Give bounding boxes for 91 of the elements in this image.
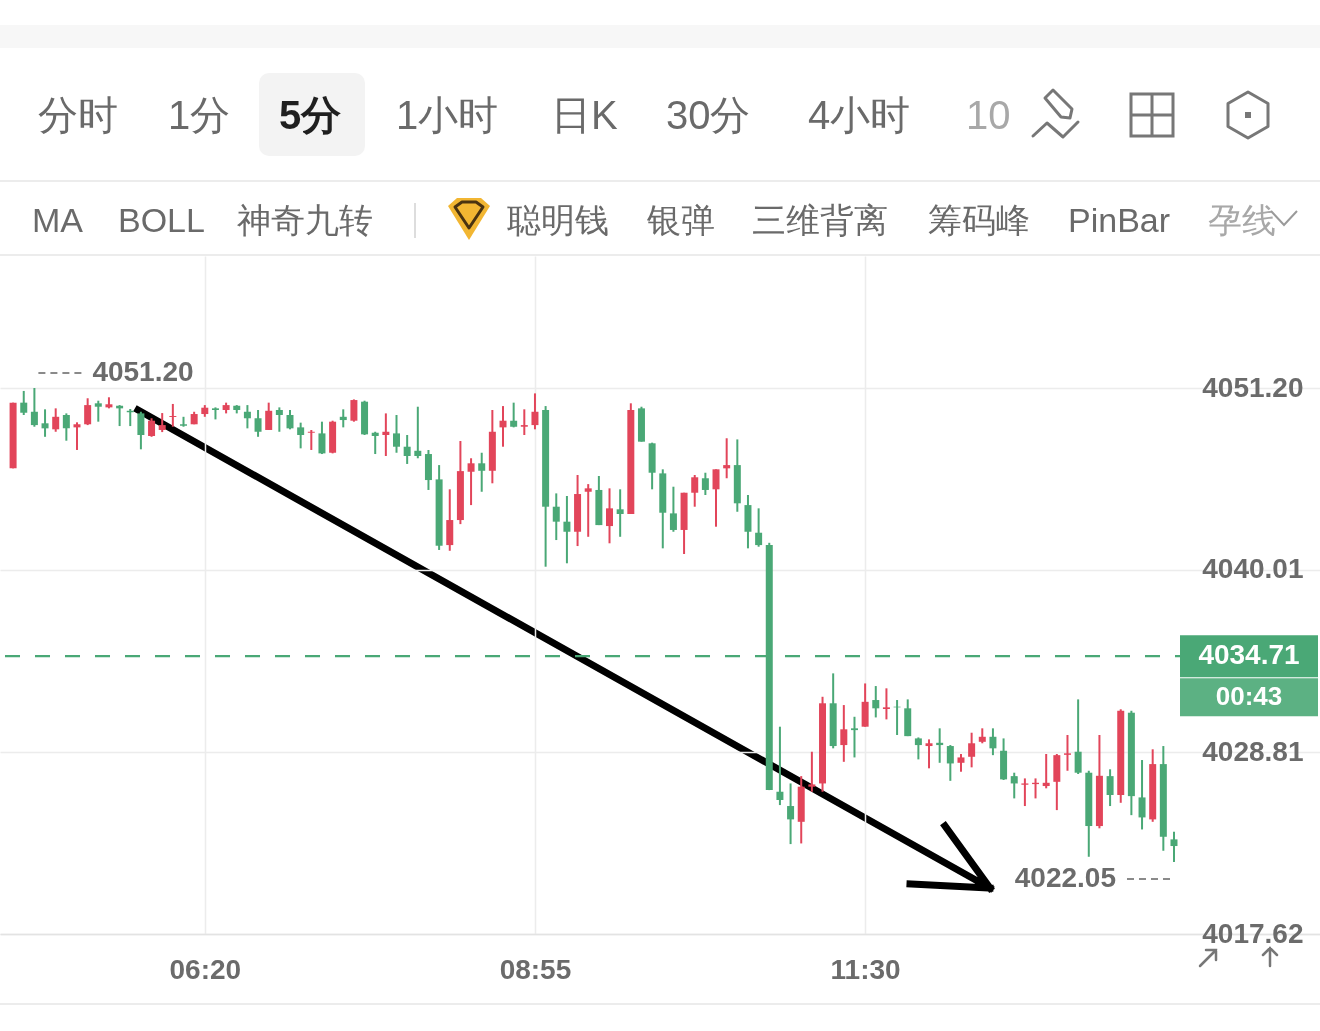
text: 日K [551, 93, 618, 137]
candlestick [840, 704, 848, 763]
text: 分时 [38, 93, 118, 137]
candlestick [403, 434, 411, 465]
text: MA [32, 201, 83, 239]
candlestick [606, 487, 614, 545]
candlestick [243, 404, 251, 430]
candlestick [307, 428, 315, 451]
candlestick [1021, 777, 1029, 808]
candlestick [62, 412, 70, 442]
candlestick [925, 738, 933, 770]
candlestick [382, 412, 390, 457]
text: 聪明钱 [507, 201, 609, 239]
text: 5分 [279, 93, 342, 137]
candlestick [723, 437, 731, 480]
candlestick [414, 405, 422, 460]
candlestick [616, 488, 624, 538]
candlestick [691, 474, 699, 508]
text: BOLL [118, 201, 205, 239]
candlestick [1063, 733, 1071, 772]
candlestick [94, 399, 102, 423]
text: 银弹 [647, 201, 715, 239]
candlestick [669, 485, 677, 533]
candlestick [850, 715, 858, 759]
text: 4小时 [808, 93, 911, 137]
candlestick [1042, 753, 1050, 790]
text: 30分 [666, 93, 751, 137]
candlestick [371, 430, 379, 456]
candlestick [914, 736, 922, 761]
text: 筹码峰 [928, 201, 1030, 239]
y-tick-label: 4017.62 [1202, 917, 1304, 949]
candlestick [787, 782, 795, 846]
candlestick [563, 494, 571, 565]
candlestick [755, 507, 763, 548]
candlestick [84, 397, 92, 427]
candlestick [808, 750, 816, 793]
text: 1分 [168, 93, 231, 137]
candlestick [584, 483, 592, 538]
candlestick [701, 471, 709, 497]
candlestick [169, 402, 177, 428]
candlestick [275, 406, 283, 433]
candlestick [467, 457, 475, 507]
annotation: 4022.05 [1014, 861, 1116, 893]
candlestick [510, 401, 518, 429]
candlestick [148, 417, 156, 438]
y-tick-label: 4028.81 [1202, 735, 1304, 767]
candlestick [20, 389, 28, 417]
candlestick [1106, 768, 1114, 808]
x-tick-label: 11:30 [830, 953, 901, 985]
candlestick [776, 725, 784, 807]
candlestick [872, 685, 880, 719]
candlestick [41, 408, 49, 438]
candlestick [30, 387, 38, 428]
candlestick [393, 414, 400, 454]
candlestick [350, 398, 358, 423]
candlestick [712, 468, 720, 528]
candlestick [254, 408, 262, 438]
candlestick [137, 410, 145, 451]
text: 神奇九转 [237, 201, 373, 239]
x-tick-label: 06:20 [169, 953, 242, 985]
candlestick [1170, 830, 1178, 863]
candlestick [318, 420, 326, 456]
ref-line-label: 4034.71 [1198, 639, 1300, 671]
candlestick [339, 408, 347, 429]
candlestick [989, 727, 997, 757]
text: 孕线 [1208, 201, 1276, 239]
candlestick [946, 744, 954, 782]
candlestick [531, 392, 539, 431]
candlestick [882, 687, 890, 721]
candlestick [1074, 698, 1082, 776]
y-tick-label: 4040.01 [1202, 553, 1304, 585]
candlestick [520, 408, 528, 437]
text: 10 [966, 93, 1011, 137]
y-tick-label: 4051.20 [1202, 371, 1304, 403]
candlestick [265, 401, 273, 431]
text: 三维背离 [752, 201, 888, 239]
candlestick [1010, 771, 1018, 800]
text: 1小时 [396, 93, 499, 137]
candlestick [286, 408, 294, 431]
text: PinBar [1068, 201, 1171, 239]
candlestick [158, 412, 166, 434]
annotation: 4051.20 [92, 356, 194, 388]
x-tick-label: 08:55 [499, 953, 572, 985]
candlestick [297, 421, 305, 450]
candlestick [478, 451, 486, 493]
candlestick [52, 407, 60, 433]
candlestick [552, 492, 560, 542]
candlestick [1138, 759, 1146, 831]
candlestick [968, 731, 976, 769]
annotation: 00:43 [1215, 681, 1283, 712]
candlestick [73, 421, 81, 451]
